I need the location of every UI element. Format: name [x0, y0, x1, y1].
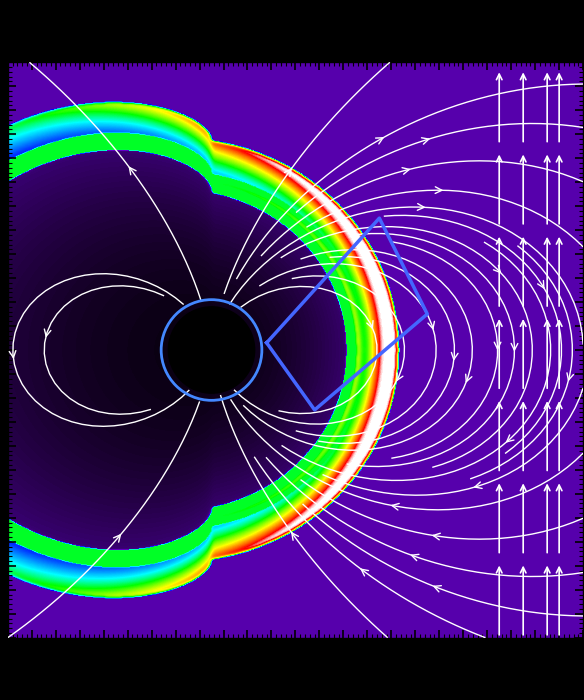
FancyArrowPatch shape: [435, 187, 442, 193]
FancyArrowPatch shape: [507, 435, 514, 442]
FancyArrowPatch shape: [130, 167, 136, 175]
FancyArrowPatch shape: [9, 351, 16, 358]
FancyArrowPatch shape: [511, 344, 518, 350]
FancyArrowPatch shape: [44, 329, 51, 336]
Circle shape: [168, 307, 255, 393]
FancyArrowPatch shape: [376, 138, 383, 144]
FancyArrowPatch shape: [367, 321, 373, 328]
FancyArrowPatch shape: [412, 554, 419, 561]
FancyArrowPatch shape: [284, 169, 291, 176]
FancyArrowPatch shape: [567, 373, 573, 380]
FancyArrowPatch shape: [397, 373, 403, 381]
FancyArrowPatch shape: [451, 352, 458, 360]
FancyArrowPatch shape: [361, 569, 369, 576]
FancyArrowPatch shape: [494, 342, 501, 349]
FancyArrowPatch shape: [434, 586, 442, 592]
FancyArrowPatch shape: [292, 533, 298, 540]
FancyArrowPatch shape: [113, 535, 120, 542]
FancyArrowPatch shape: [428, 321, 434, 329]
FancyArrowPatch shape: [418, 204, 424, 210]
FancyArrowPatch shape: [392, 503, 399, 510]
FancyArrowPatch shape: [465, 374, 472, 382]
FancyArrowPatch shape: [422, 138, 429, 144]
FancyArrowPatch shape: [538, 281, 544, 288]
FancyArrowPatch shape: [433, 533, 440, 540]
FancyArrowPatch shape: [493, 265, 500, 272]
FancyArrowPatch shape: [402, 168, 409, 174]
FancyArrowPatch shape: [475, 482, 482, 489]
